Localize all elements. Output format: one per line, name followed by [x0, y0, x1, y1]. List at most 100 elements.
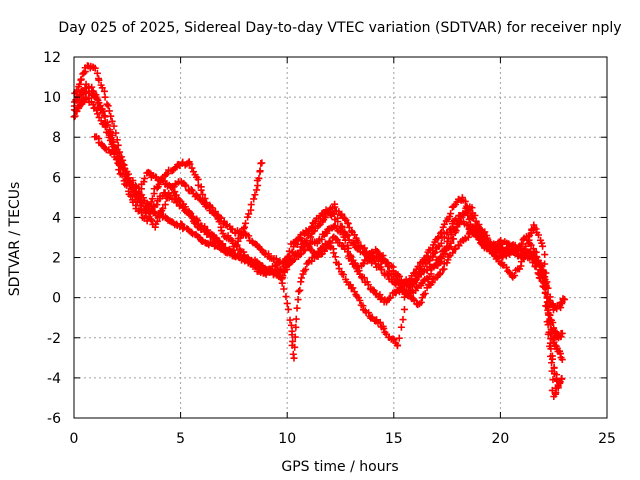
data-point: [293, 304, 301, 312]
data-point: [464, 233, 472, 241]
data-point: [188, 164, 196, 172]
data-point: [245, 256, 253, 264]
data-point: [385, 294, 393, 302]
data-point: [344, 248, 352, 256]
data-point: [419, 277, 427, 285]
x-tick-label: 5: [176, 431, 185, 447]
data-point: [145, 213, 153, 221]
data-point: [285, 247, 293, 255]
data-point: [282, 293, 290, 301]
data-point: [331, 203, 339, 211]
data-point: [429, 253, 437, 261]
data-point: [539, 242, 547, 250]
data-point: [505, 240, 513, 248]
x-tick-label: 10: [278, 431, 296, 447]
data-point: [461, 197, 469, 205]
data-point: [296, 286, 304, 294]
data-point: [94, 99, 102, 107]
data-point: [478, 240, 486, 248]
data-point: [339, 271, 347, 279]
data-point: [400, 286, 408, 294]
data-point: [108, 117, 116, 125]
data-point: [208, 204, 216, 212]
data-point: [201, 195, 209, 203]
data-point: [558, 300, 566, 308]
data-point: [304, 240, 312, 248]
data-point: [168, 183, 176, 191]
data-point: [546, 342, 554, 350]
data-point: [367, 314, 375, 322]
data-point: [338, 210, 346, 218]
data-point: [236, 234, 244, 242]
data-point: [113, 155, 121, 163]
data-point: [159, 204, 167, 212]
data-point: [446, 226, 454, 234]
data-point: [188, 212, 196, 220]
data-point: [282, 263, 290, 271]
data-point: [171, 188, 179, 196]
data-point: [447, 225, 455, 233]
data-point: [426, 257, 434, 265]
data-point: [378, 266, 386, 274]
x-axis-title: GPS time / hours: [281, 459, 398, 475]
data-point: [292, 315, 300, 323]
data-point: [497, 236, 505, 244]
data-point: [334, 218, 342, 226]
data-point: [344, 232, 352, 240]
data-point: [331, 253, 339, 261]
data-point: [251, 191, 259, 199]
data-point: [228, 248, 236, 256]
data-point: [543, 278, 551, 286]
data-point: [465, 215, 473, 223]
data-point: [475, 235, 483, 243]
data-point: [399, 316, 407, 324]
data-point: [380, 325, 388, 333]
data-point: [308, 223, 316, 231]
data-point: [413, 275, 421, 283]
data-point: [93, 110, 101, 118]
data-point: [253, 186, 261, 194]
data-point: [428, 279, 436, 287]
data-point: [443, 237, 451, 245]
data-point: [229, 225, 237, 233]
y-tick-label: -4: [47, 371, 61, 387]
data-point: [307, 233, 315, 241]
data-point: [272, 261, 280, 269]
data-point: [485, 239, 493, 247]
data-point: [151, 208, 159, 216]
data-point: [199, 190, 207, 198]
data-point: [561, 295, 569, 303]
data-point: [119, 166, 127, 174]
data-point: [359, 259, 367, 267]
data-point: [233, 243, 241, 251]
data-point: [327, 239, 335, 247]
data-point: [389, 335, 397, 343]
data-point: [464, 211, 472, 219]
y-tick-label: 6: [52, 170, 61, 186]
data-point: [93, 69, 101, 77]
series-track-3: [70, 84, 566, 390]
chart-title: Day 025 of 2025, Sidereal Day-to-day VTE…: [58, 20, 621, 36]
data-point: [543, 318, 551, 326]
data-point: [107, 149, 115, 157]
data-point: [437, 253, 445, 261]
data-point: [255, 174, 263, 182]
data-point: [344, 244, 352, 252]
data-point: [110, 122, 118, 130]
data-point: [449, 249, 457, 257]
data-point: [240, 225, 248, 233]
y-tick-label: 10: [43, 90, 61, 106]
data-point: [491, 248, 499, 256]
y-tick-label: 4: [52, 210, 61, 226]
data-point: [386, 293, 394, 301]
data-point: [302, 265, 310, 273]
data-point: [295, 287, 303, 295]
data-point: [240, 223, 248, 231]
data-point: [112, 145, 120, 153]
x-tick-label: 20: [491, 431, 509, 447]
data-point: [242, 219, 250, 227]
data-point: [192, 191, 200, 199]
data-point: [350, 240, 358, 248]
data-point: [348, 227, 356, 235]
data-point: [286, 316, 294, 324]
